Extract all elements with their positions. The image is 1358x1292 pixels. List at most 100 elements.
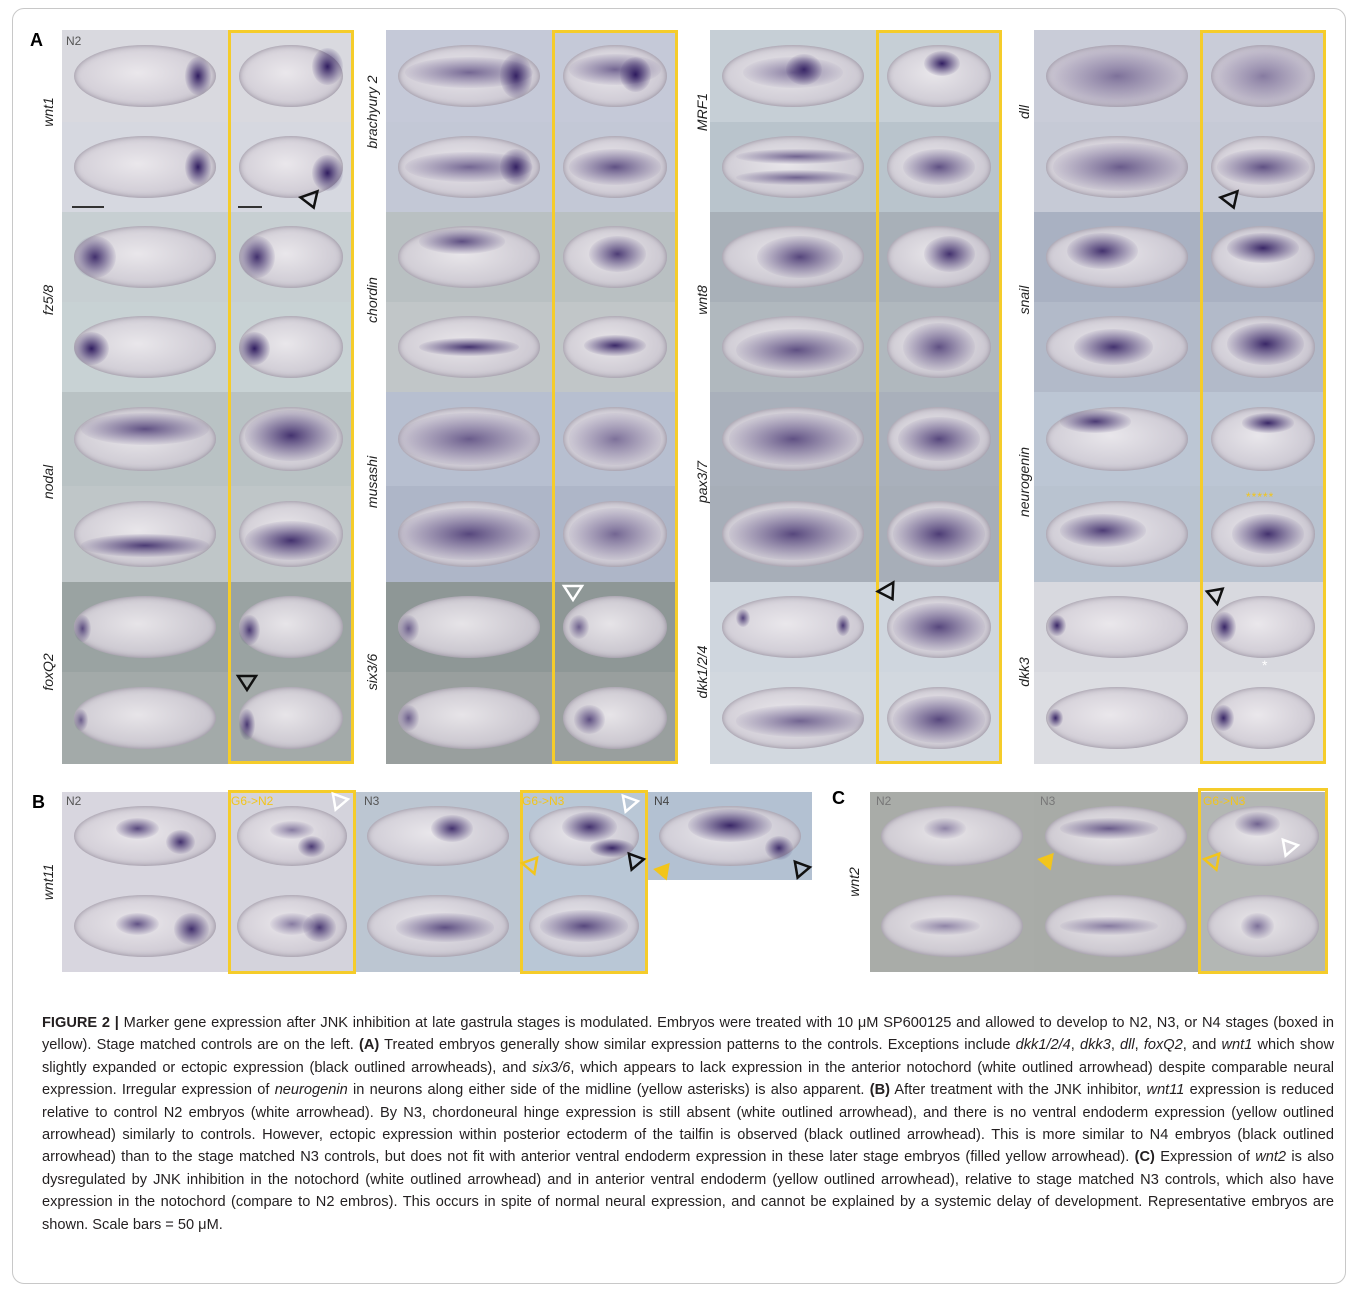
stage-label-c-g6-n3: G6->N3 [1203,794,1246,808]
treated-embryos-box [1200,30,1326,764]
embryo-image-tile [62,880,228,972]
embryo-image-tile [552,122,678,212]
embryo-image-tile [648,792,812,880]
white-outlined-arrowhead-six3-6 [561,584,585,603]
black-outlined-arrowhead-dkk3 [1204,587,1225,607]
expression-stain [73,331,110,366]
embryo-image-tile [710,122,876,212]
embryo-image-tile [552,672,678,764]
black-outlined-arrowhead-wnt1 [297,189,320,210]
white-outlined-arrowhead-b-n3 [621,793,641,814]
expression-stain [1048,614,1066,637]
scale-bar-2 [238,206,262,208]
caption-s1: Embryos were treated with 10 μM SP600125… [42,1015,1334,1054]
expression-stain [728,413,858,465]
expression-stain [735,148,858,164]
panel-a-label: A [30,30,43,50]
embryo-image-tile [62,792,228,880]
embryo-image-tile [876,30,1002,122]
embryo-image-tile [228,212,354,302]
caption-title: Marker gene expression after JNK inhibit… [123,1015,653,1031]
embryo-image-tile [386,672,552,764]
expression-stain [311,154,343,192]
expression-stain [116,818,160,839]
embryo-image-tile [876,302,1002,392]
embryo-image-tile [62,212,228,302]
embryo-image-tile [62,392,228,486]
expression-stain [568,148,662,186]
embryo-image-tile [1200,486,1326,582]
black-outlined-arrowhead-dll [1217,189,1240,210]
expression-stain [1213,611,1237,643]
embryo [881,806,1023,866]
caption-gene-wnt2: wnt2 [1255,1149,1287,1166]
expression-stain [897,416,981,462]
scale-bar-1 [72,206,104,208]
expression-stain [568,507,662,561]
expression-stain [735,170,858,186]
embryo-image-tile [876,392,1002,486]
treated-embryos-box [228,30,354,764]
caption-a-text-1: Treated embryos generally show similar e… [379,1037,1016,1054]
expression-stain [735,608,751,627]
caption-b-label: (B) [869,1082,890,1099]
embryo-image-tile [228,672,354,764]
expression-stain [395,913,495,942]
embryo-image-tile [552,392,678,486]
stage-label-c-n2: N2 [876,794,892,808]
expression-stain [397,705,420,731]
expression-stain [909,916,981,936]
yellow-asterisks: ***** [1246,490,1275,504]
embryo-image-tile [552,582,678,672]
embryo-image-tile [356,880,520,972]
expression-stain [1232,514,1305,554]
embryo-image-tile [228,122,354,212]
expression-stain [1216,148,1310,186]
figure-frame [12,8,1346,1284]
expression-stain [1048,708,1063,728]
embryo-image-tile [876,212,1002,302]
embryo-image-tile [552,30,678,122]
expression-stain [584,334,646,357]
treated-embryos-box [520,790,648,974]
caption-gene-six36: six3/6 [532,1059,571,1076]
expression-stain [1059,514,1146,548]
treated-embryos-box [552,30,678,764]
expression-stain [166,830,195,854]
embryo-image-tile [1200,30,1326,122]
expression-stain [757,235,843,279]
embryo-image-tile [228,792,356,880]
embryo-image-tile [1034,582,1200,672]
expression-stain [239,235,276,279]
expression-stain [116,913,160,936]
treated-embryos-box [228,790,356,974]
caption-gene-wnt1: wnt1 [1221,1037,1253,1054]
expression-stain [785,54,822,86]
expression-stain [1242,413,1294,433]
yellow-outlined-arrowhead-c [1201,851,1221,872]
embryo-image-tile [356,792,520,880]
expression-stain [892,696,986,743]
expression-stain [239,614,260,646]
embryo-image-tile [552,302,678,392]
expression-stain [765,836,794,860]
expression-stain [1211,44,1315,108]
caption-c-label: (C) [1134,1149,1155,1166]
expression-stain [184,148,211,186]
embryo-image-tile [552,212,678,302]
expression-stain [297,836,326,857]
expression-stain [73,708,88,731]
embryo-image-tile [1200,582,1326,672]
expression-stain [500,54,532,98]
embryo-image-tile [1200,212,1326,302]
expression-stain [1059,410,1132,433]
caption-gene-foxq2: foxQ2 [1143,1037,1183,1054]
embryo-image-tile [386,486,552,582]
embryo-image-tile [552,486,678,582]
expression-stain [568,413,662,465]
expression-stain [239,708,255,740]
embryo-image-tile [1198,880,1328,972]
embryo-image-tile [1034,486,1200,582]
embryo-image-tile [386,392,552,486]
expression-stain [1226,232,1300,264]
